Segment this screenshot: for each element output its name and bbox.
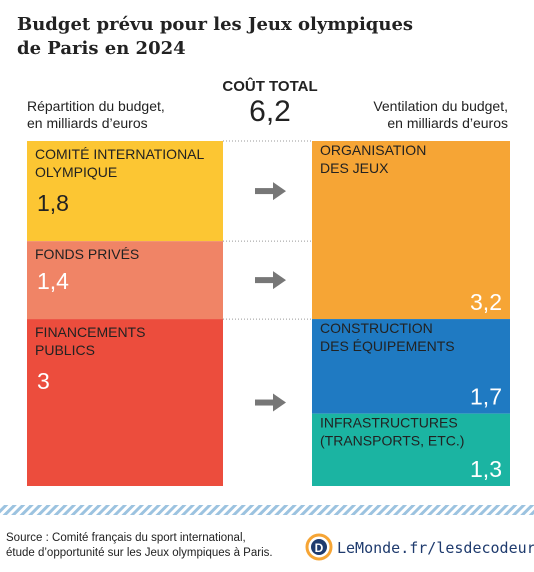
segment-name: (TRANSPORTS, ETC.)	[320, 433, 464, 449]
arrow-shaft	[255, 277, 274, 284]
segment-name: INFRASTRUCTURES	[320, 415, 458, 431]
arrow-head	[273, 182, 286, 201]
segment-name: PUBLICS	[35, 342, 95, 358]
title-line: Budget prévu pour les Jeux olympiques	[17, 14, 413, 35]
segment	[312, 413, 510, 486]
segment	[27, 319, 223, 486]
column-label: Répartition du budget,	[27, 98, 165, 114]
segment-value: 3	[37, 368, 50, 394]
segment	[312, 141, 510, 320]
segment-name: DES ÉQUIPEMENTS	[320, 338, 455, 354]
arrow-shaft	[255, 399, 274, 406]
segment-name: COMITÉ INTERNATIONAL	[35, 146, 205, 162]
total-value: 6,2	[249, 95, 291, 128]
title-line: de Paris en 2024	[17, 38, 186, 59]
arrow-shaft	[255, 188, 274, 195]
segment-name: DES JEUX	[320, 160, 389, 176]
segment	[312, 319, 510, 414]
segment-value: 3,2	[470, 289, 502, 315]
segment-name: FONDS PRIVÉS	[35, 246, 139, 262]
logo-letter: D	[315, 541, 324, 555]
segment-name: OLYMPIQUE	[35, 164, 117, 180]
column-label: en milliards d’euros	[387, 115, 508, 131]
arrow-head	[273, 271, 286, 290]
column-label: en milliards d’euros	[27, 115, 148, 131]
segment-value: 1,7	[470, 384, 502, 410]
segment-name: ORGANISATION	[320, 142, 426, 158]
segment-value: 1,8	[37, 190, 69, 216]
segment	[27, 141, 223, 242]
column-label: Ventilation du budget,	[373, 98, 508, 114]
arrow-head	[273, 393, 286, 412]
segment-value: 1,3	[470, 456, 502, 482]
segment	[27, 241, 223, 320]
source-line: Source : Comité français du sport intern…	[6, 532, 246, 544]
segment-name: CONSTRUCTION	[320, 320, 433, 336]
total-name: COÛT TOTAL	[222, 77, 317, 95]
segment-name: FINANCEMENTS	[35, 324, 145, 340]
brand: LeMonde.fr/lesdecodeurs	[337, 539, 534, 557]
source-line: étude d’opportunité sur les Jeux olympiq…	[6, 547, 273, 559]
logo-core	[311, 539, 327, 555]
segment-value: 1,4	[37, 268, 69, 294]
separator	[0, 505, 534, 515]
